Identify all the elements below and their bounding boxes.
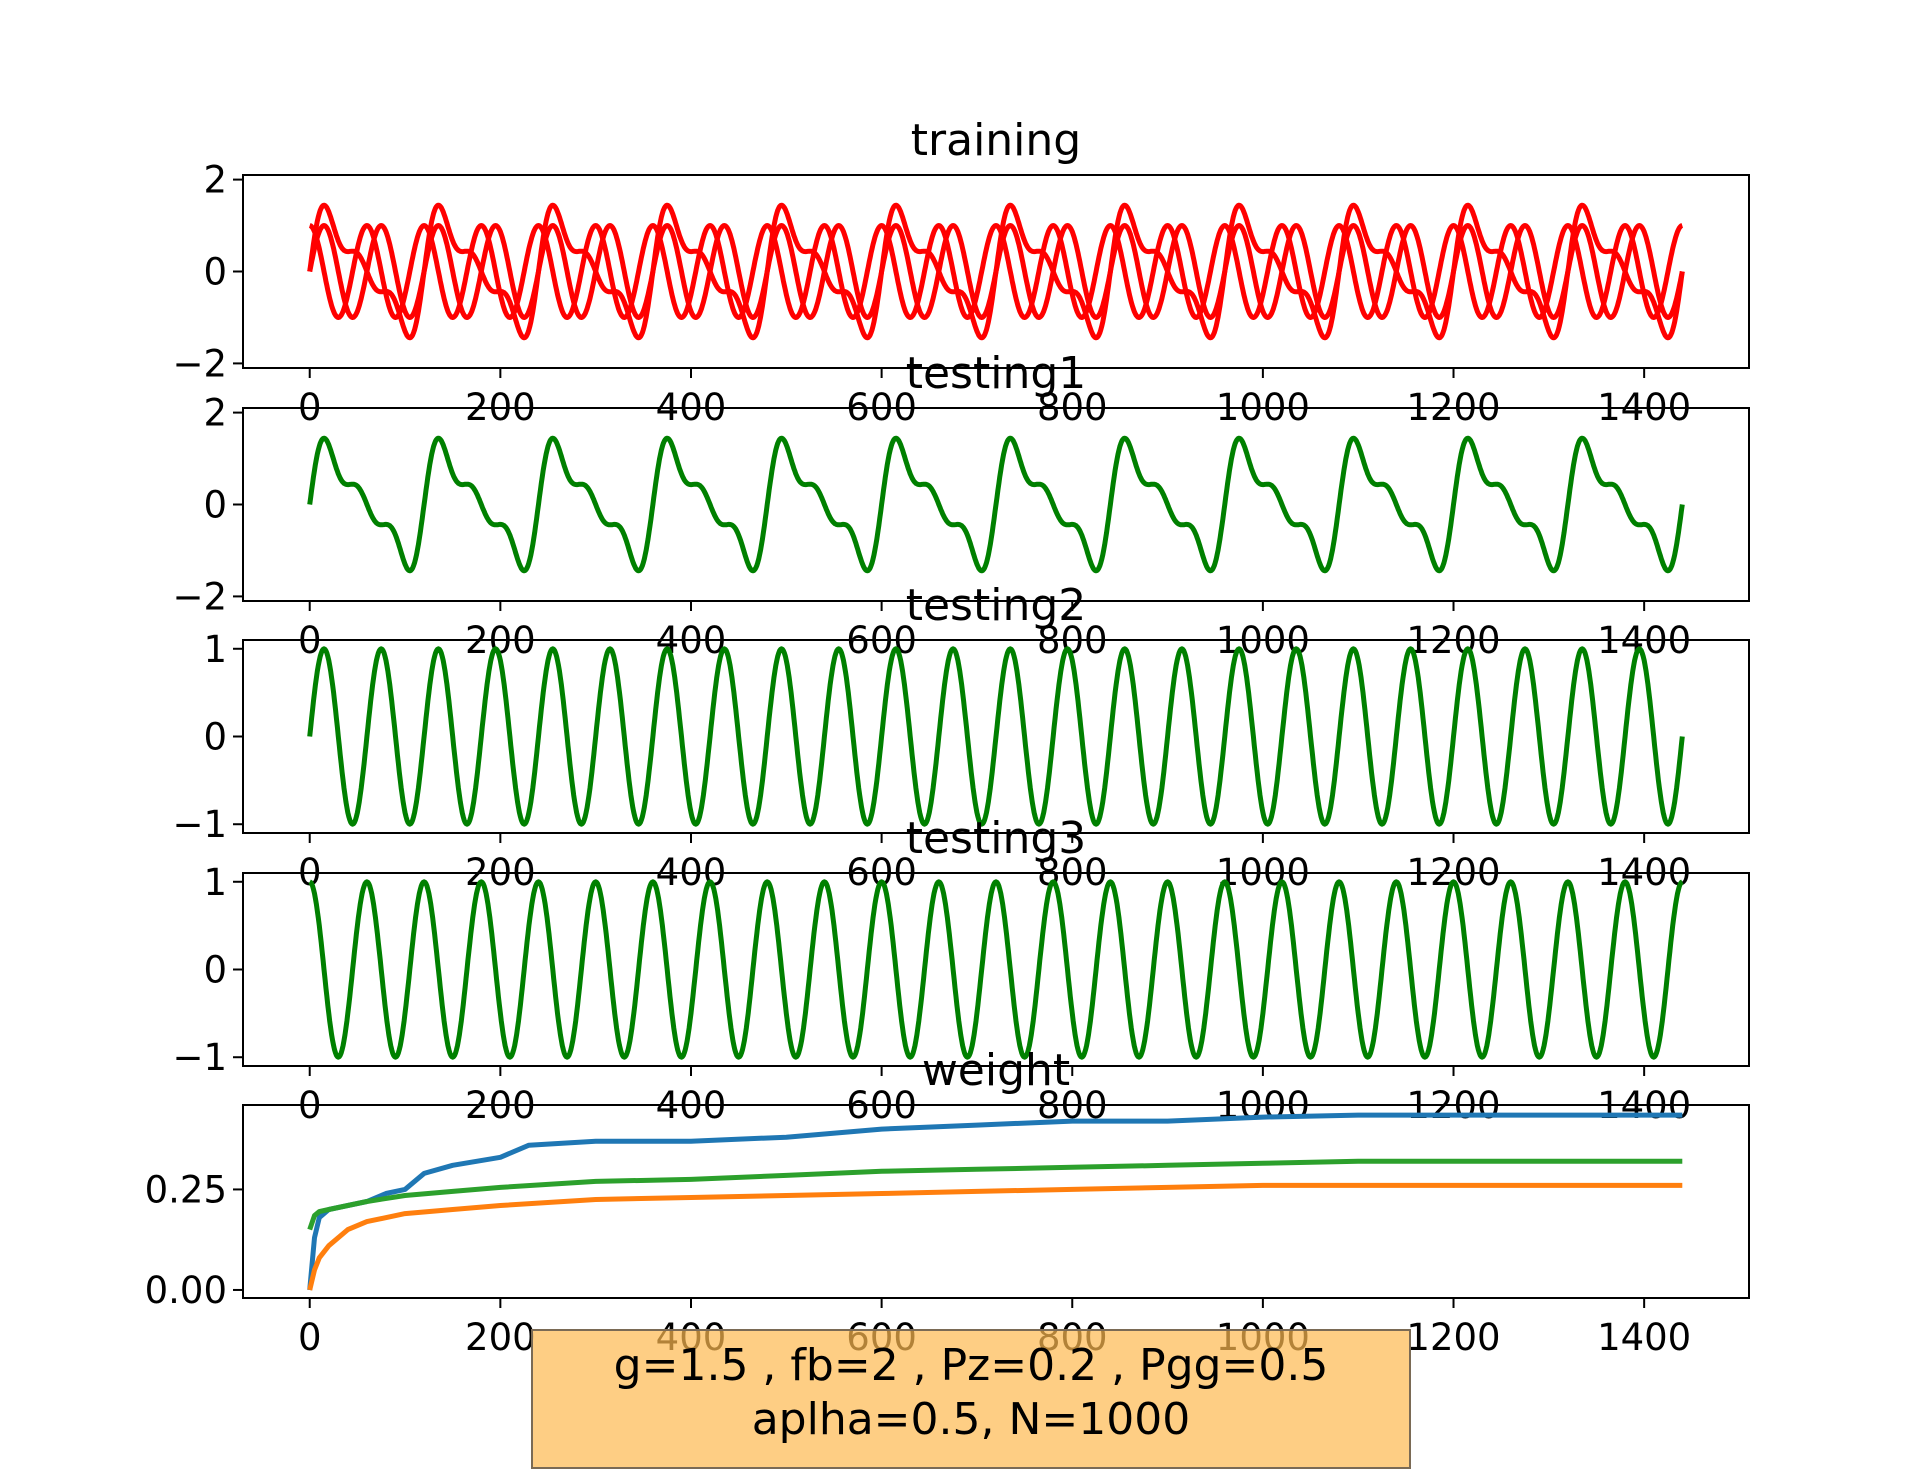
y-tick-label: 0 bbox=[203, 716, 227, 759]
series-line-2 bbox=[307, 1182, 1683, 1291]
subplot-title: weight bbox=[922, 1045, 1070, 1096]
subplot-title: testing2 bbox=[906, 580, 1087, 631]
x-tick-label: 200 bbox=[465, 1316, 536, 1359]
series-line-3 bbox=[308, 223, 1684, 320]
y-tick-label: 0.25 bbox=[145, 1168, 227, 1211]
x-tick-label: 1400 bbox=[1597, 1316, 1691, 1359]
subplot-title: testing1 bbox=[906, 348, 1087, 399]
annotation-line-1: g=1.5 , fb=2 , Pz=0.2 , Pgg=0.5 bbox=[613, 1340, 1329, 1391]
y-tick-label: 2 bbox=[203, 392, 227, 435]
series-line-1 bbox=[307, 646, 1685, 827]
y-tick-label: 0 bbox=[203, 484, 227, 527]
annotation-line-2: aplha=0.5, N=1000 bbox=[751, 1394, 1191, 1445]
y-tick-label: −2 bbox=[172, 575, 227, 618]
x-tick-label: 0 bbox=[298, 1316, 322, 1359]
parameter-annotation-box: g=1.5 , fb=2 , Pz=0.2 , Pgg=0.5 aplha=0.… bbox=[531, 1329, 1411, 1469]
series-line-2 bbox=[307, 223, 1685, 320]
series-line-1 bbox=[308, 879, 1684, 1060]
x-tick-label: 1200 bbox=[1406, 1316, 1500, 1359]
y-tick-label: 1 bbox=[203, 861, 227, 904]
y-tick-label: 0 bbox=[203, 251, 227, 294]
axes-frame bbox=[242, 1104, 1750, 1299]
y-tick-label: −1 bbox=[172, 1036, 227, 1079]
y-tick-label: 0.00 bbox=[145, 1269, 227, 1312]
subplot-title: testing3 bbox=[906, 813, 1087, 864]
y-tick-label: −2 bbox=[172, 342, 227, 385]
series-line-3 bbox=[307, 1158, 1683, 1231]
y-tick-label: 0 bbox=[203, 949, 227, 992]
series-line-1 bbox=[307, 435, 1685, 574]
y-tick-label: 1 bbox=[203, 628, 227, 671]
y-tick-label: 2 bbox=[203, 159, 227, 202]
subplot-title: training bbox=[911, 115, 1081, 166]
y-tick-label: −1 bbox=[172, 803, 227, 846]
